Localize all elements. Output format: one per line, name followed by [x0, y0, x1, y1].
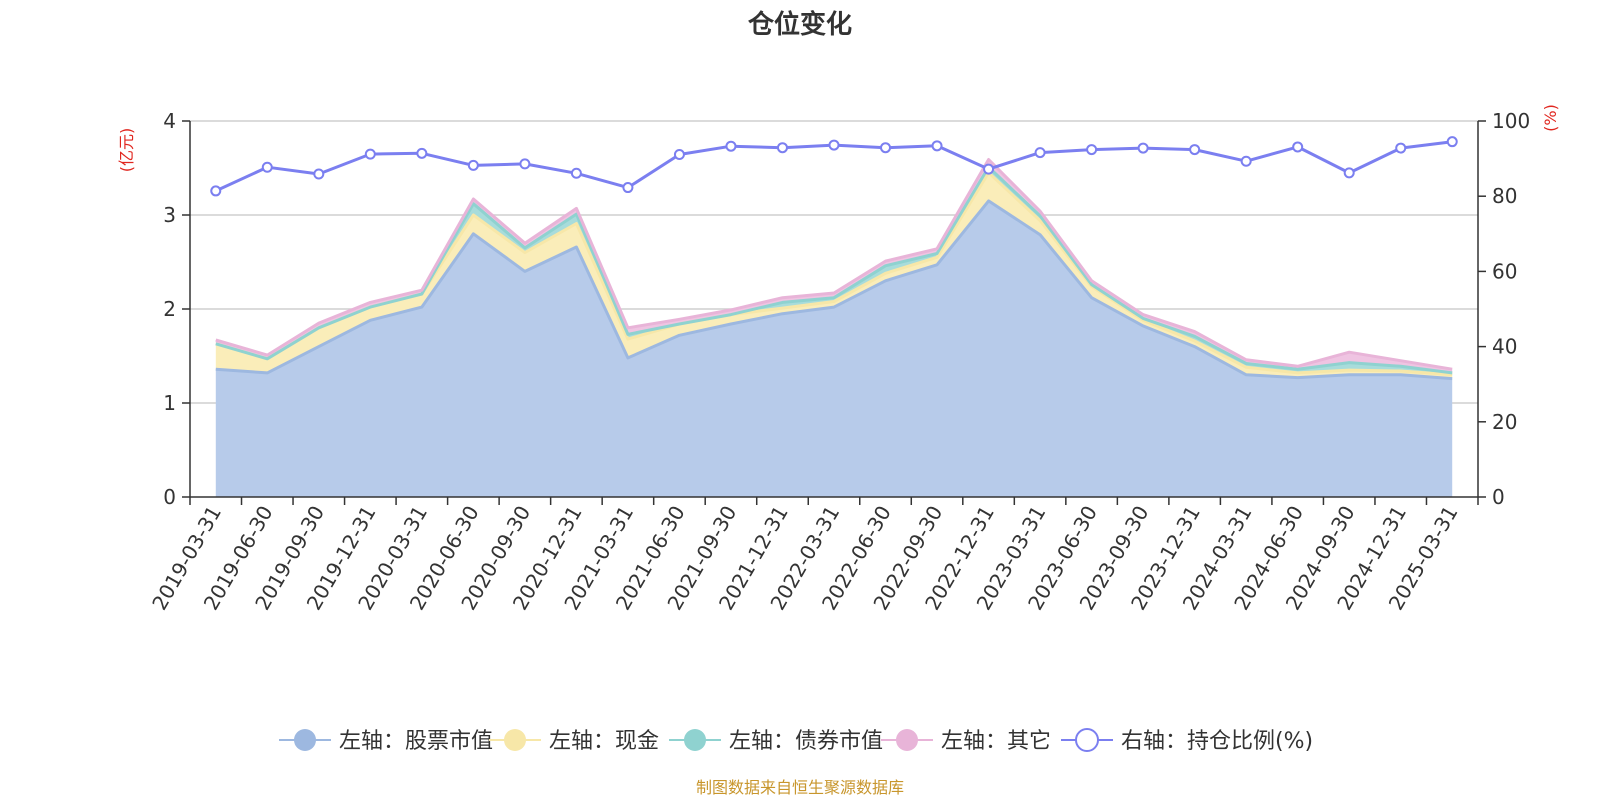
legend-item[interactable]: 左轴：债券市值	[669, 729, 883, 754]
ratio-point[interactable]	[467, 159, 479, 171]
legend[interactable]: 左轴：股票市值 左轴：现金 左轴：债券市值 左轴：其它 右轴：持仓比例(%)	[279, 728, 1313, 754]
right-axis-tick-label: 80	[1492, 184, 1517, 208]
left-axis-tick-label: 3	[163, 203, 176, 227]
ratio-point[interactable]	[1292, 141, 1304, 153]
right-axis-tick-label: 20	[1492, 410, 1517, 434]
ratio-point[interactable]	[416, 147, 428, 159]
chart-title: 仓位变化	[747, 9, 852, 40]
legend-label: 左轴：股票市值	[339, 729, 493, 754]
legend-item[interactable]: 左轴：股票市值	[279, 729, 493, 754]
left-axis-tick-label: 2	[163, 297, 176, 321]
left-axis-unit: (亿元)	[117, 128, 136, 173]
ratio-point[interactable]	[261, 161, 273, 173]
ratio-point[interactable]	[1137, 142, 1149, 154]
ratio-point[interactable]	[519, 158, 531, 170]
ratio-point[interactable]	[725, 140, 737, 152]
right-axis-tick-label: 100	[1492, 109, 1530, 133]
ratio-point[interactable]	[673, 148, 685, 160]
ratio-point[interactable]	[622, 182, 634, 194]
ratio-point[interactable]	[1343, 167, 1355, 179]
ratio-point[interactable]	[364, 148, 376, 160]
ratio-point[interactable]	[1240, 155, 1252, 167]
area-series-group	[215, 158, 1453, 497]
area-series	[215, 200, 1453, 497]
ratio-point[interactable]	[210, 185, 222, 197]
legend-circle-icon	[896, 729, 918, 751]
legend-label: 左轴：其它	[941, 729, 1051, 754]
legend-label: 左轴：现金	[549, 729, 659, 754]
ratio-point[interactable]	[570, 167, 582, 179]
legend-circle-icon	[504, 729, 526, 751]
legend-item[interactable]: 右轴：持仓比例(%)	[1061, 728, 1313, 754]
ratio-point[interactable]	[931, 140, 943, 152]
legend-circle-icon	[1075, 728, 1099, 752]
right-axis-tick-label: 0	[1492, 485, 1505, 509]
legend-circle-icon	[294, 729, 316, 751]
legend-item[interactable]: 左轴：其它	[881, 729, 1051, 754]
right-axis-unit: (%)	[1541, 104, 1560, 132]
area-series-line	[215, 199, 1453, 381]
ratio-point[interactable]	[983, 163, 995, 175]
ratio-point[interactable]	[1446, 136, 1458, 148]
area-series-line	[215, 165, 1453, 375]
right-axis-tick-label: 60	[1492, 259, 1517, 283]
left-axis-tick-label: 4	[163, 109, 176, 133]
ratio-point[interactable]	[776, 142, 788, 154]
legend-label: 左轴：债券市值	[729, 729, 883, 754]
ratio-point[interactable]	[1189, 144, 1201, 156]
legend-item[interactable]: 左轴：现金	[489, 729, 659, 754]
right-axis-tick-label: 40	[1492, 335, 1517, 359]
area-series-line	[215, 158, 1453, 371]
legend-label: 右轴：持仓比例(%)	[1121, 729, 1313, 754]
ratio-point[interactable]	[828, 139, 840, 151]
ratio-point[interactable]	[313, 168, 325, 180]
ratio-point[interactable]	[1034, 147, 1046, 159]
ratio-point[interactable]	[1395, 142, 1407, 154]
ratio-point[interactable]	[1086, 144, 1098, 156]
left-axis-tick-label: 1	[163, 391, 176, 415]
left-axis-tick-label: 0	[163, 485, 176, 509]
legend-circle-icon	[684, 729, 706, 751]
ratio-line-group	[210, 136, 1458, 197]
ratio-point[interactable]	[880, 142, 892, 154]
source-note: 制图数据来自恒生聚源数据库	[696, 778, 904, 797]
